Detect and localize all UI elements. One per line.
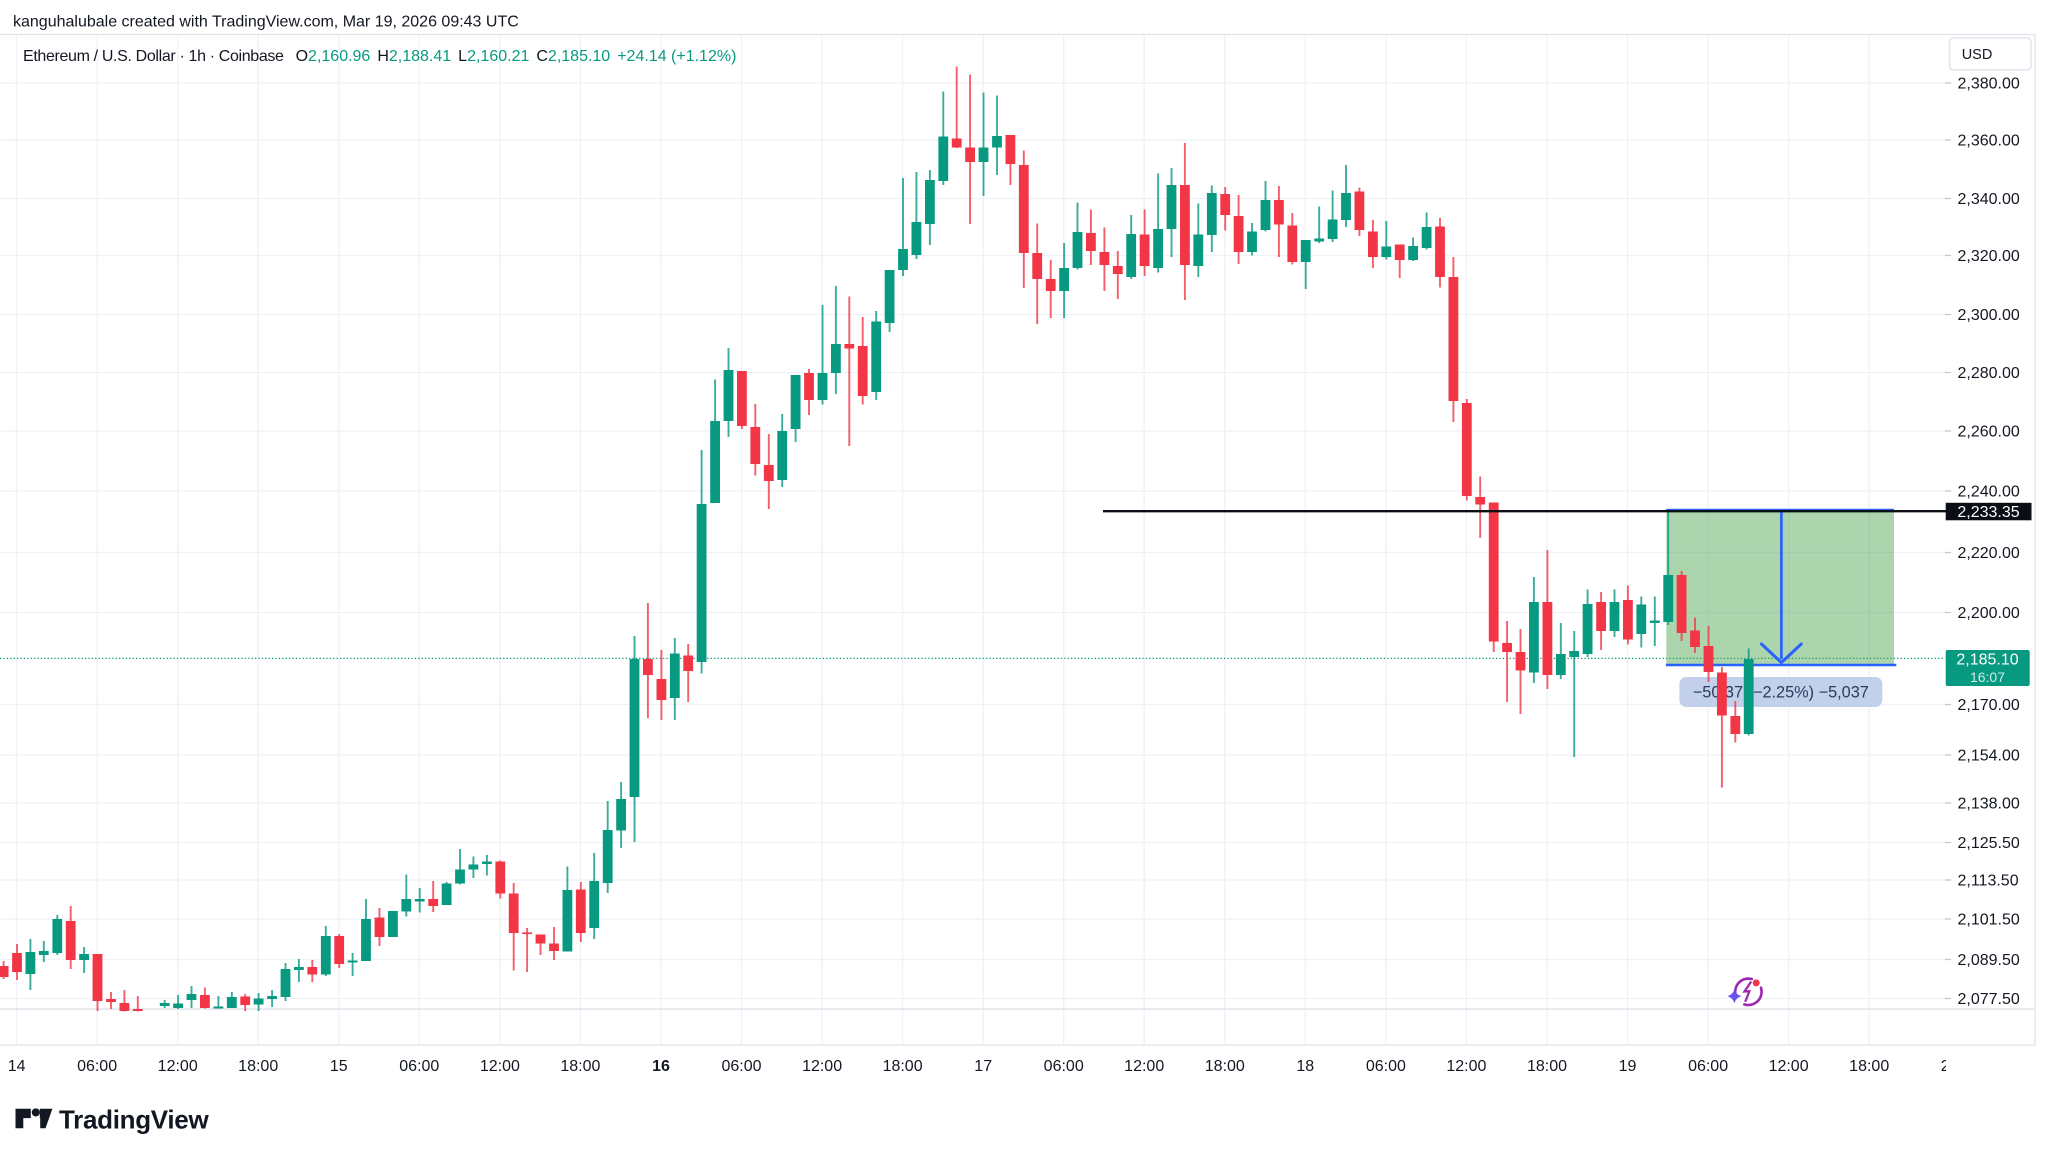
svg-text:12:00: 12:00	[1769, 1058, 1809, 1075]
svg-text:−50.37 (−2.25%) −5,037: −50.37 (−2.25%) −5,037	[1693, 684, 1869, 702]
svg-text:15: 15	[330, 1058, 348, 1075]
svg-text:2,185.10: 2,185.10	[1956, 652, 2018, 669]
svg-text:06:00: 06:00	[399, 1058, 439, 1075]
svg-text:18:00: 18:00	[238, 1058, 278, 1075]
svg-text:USD: USD	[1962, 47, 1993, 63]
svg-text:06:00: 06:00	[1044, 1058, 1084, 1075]
svg-text:2,280.00: 2,280.00	[1958, 365, 2020, 382]
svg-text:06:00: 06:00	[77, 1058, 117, 1075]
svg-text:2,320.00: 2,320.00	[1958, 248, 2020, 265]
svg-text:2,200.00: 2,200.00	[1958, 605, 2020, 622]
svg-text:19: 19	[1619, 1058, 1637, 1075]
svg-text:2,113.50: 2,113.50	[1958, 873, 2019, 890]
svg-text:12:00: 12:00	[480, 1058, 520, 1075]
svg-text:2,089.50: 2,089.50	[1958, 952, 2020, 969]
svg-text:18:00: 18:00	[883, 1058, 923, 1075]
svg-text:2,300.00: 2,300.00	[1958, 307, 2020, 324]
svg-text:18:00: 18:00	[1849, 1058, 1889, 1075]
svg-text:06:00: 06:00	[1688, 1058, 1728, 1075]
svg-text:2,220.00: 2,220.00	[1958, 545, 2020, 562]
svg-text:06:00: 06:00	[721, 1058, 761, 1075]
svg-text:14: 14	[8, 1058, 26, 1075]
svg-text:2,077.50: 2,077.50	[1958, 991, 2020, 1008]
svg-text:2,154.00: 2,154.00	[1958, 748, 2020, 765]
svg-text:2,101.50: 2,101.50	[1958, 912, 2020, 929]
svg-text:2,260.00: 2,260.00	[1958, 424, 2020, 441]
svg-text:12:00: 12:00	[158, 1058, 198, 1075]
svg-text:06:00: 06:00	[1366, 1058, 1406, 1075]
svg-text:2,360.00: 2,360.00	[1958, 133, 2020, 150]
svg-text:16:07: 16:07	[1970, 669, 2005, 685]
svg-text:2,380.00: 2,380.00	[1958, 76, 2020, 93]
svg-text:2,233.35: 2,233.35	[1957, 504, 2019, 521]
svg-text:18: 18	[1296, 1058, 1314, 1075]
svg-text:kanguhalubale created with Tra: kanguhalubale created with TradingView.c…	[13, 14, 519, 31]
svg-text:12:00: 12:00	[1446, 1058, 1486, 1075]
svg-text:2,340.00: 2,340.00	[1958, 191, 2020, 208]
svg-text:2,240.00: 2,240.00	[1958, 484, 2020, 501]
svg-text:18:00: 18:00	[1205, 1058, 1245, 1075]
svg-text:12:00: 12:00	[1124, 1058, 1164, 1075]
svg-text:2,170.00: 2,170.00	[1958, 697, 2020, 714]
svg-text:12:00: 12:00	[802, 1058, 842, 1075]
svg-text:16: 16	[652, 1058, 670, 1075]
svg-text:TradingView: TradingView	[59, 1104, 209, 1134]
svg-text:Ethereum / U.S. Dollar · 1h ·: Ethereum / U.S. Dollar · 1h · Coinbase O2…	[23, 48, 736, 65]
svg-text:18:00: 18:00	[560, 1058, 600, 1075]
svg-text:2,125.50: 2,125.50	[1958, 835, 2020, 852]
svg-text:2,138.00: 2,138.00	[1958, 796, 2020, 813]
svg-text:18:00: 18:00	[1527, 1058, 1567, 1075]
svg-text:17: 17	[974, 1058, 992, 1075]
